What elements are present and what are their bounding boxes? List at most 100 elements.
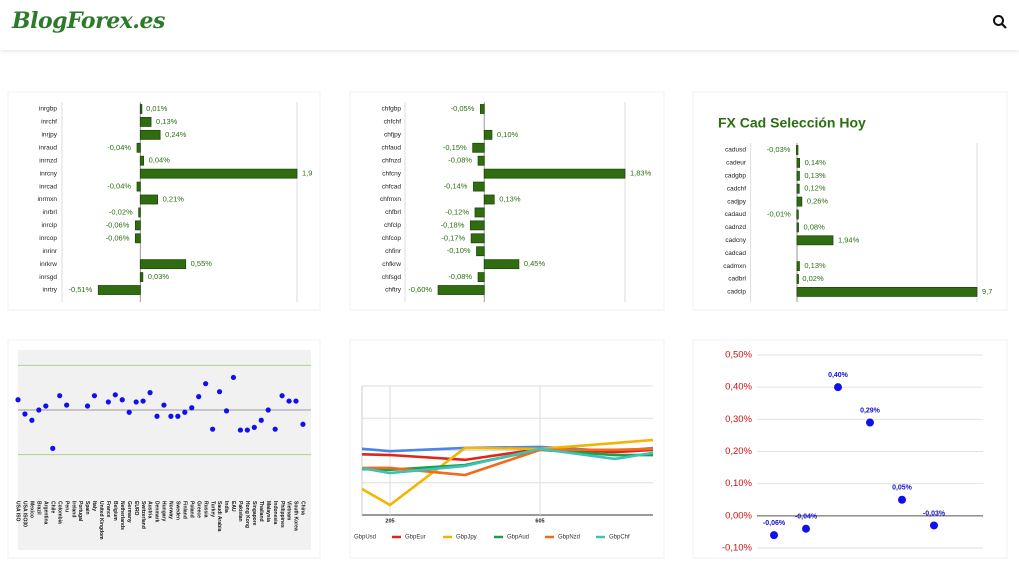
x-tick-label: Hong Kong — [244, 501, 250, 528]
x-tick-label: Ireland — [70, 501, 76, 517]
bar — [796, 286, 978, 297]
category-label: inrjpy — [41, 132, 57, 139]
bar — [796, 235, 834, 246]
value-label: 1,83% — [630, 169, 652, 178]
y-tick-label: 0,50% — [725, 350, 752, 361]
category-label: chfmxn — [380, 196, 401, 203]
legend-label: GbpNzd — [558, 535, 580, 541]
site-header: BlogForex.es — [0, 0, 1019, 50]
category-label: inrsgd — [39, 274, 57, 281]
x-tick-label: Sweden — [175, 501, 181, 520]
legend-label: GbpChf — [609, 535, 630, 541]
x-tick-label: United Kingdom — [98, 501, 104, 540]
value-label: -0,06% — [106, 220, 130, 229]
value-label: -0,12% — [445, 207, 469, 216]
x-tick-label: Brazil — [36, 501, 42, 515]
category-label: chfaud — [381, 145, 401, 152]
x-tick-label: Russia — [202, 501, 208, 518]
category-label: cadaud — [725, 211, 747, 218]
point — [22, 411, 28, 417]
chart-2: FX Cad Selección Hoy cadusd -0,03% cadeur 0,… — [718, 115, 992, 302]
point — [216, 389, 223, 395]
point — [168, 413, 174, 419]
x-tick-label: Turkey — [209, 501, 215, 517]
series-line — [362, 447, 653, 462]
value-label: -0,18% — [441, 220, 465, 229]
point — [119, 397, 125, 403]
x-tick-label: Spain — [84, 501, 90, 515]
value-label: 0,02% — [802, 274, 824, 283]
x-tick-label: Pakistan — [237, 501, 243, 522]
x-tick-label: Austria — [147, 501, 153, 518]
point — [105, 399, 111, 405]
x-tick-label: France — [105, 501, 111, 518]
value-label: 0,03% — [148, 272, 170, 281]
point — [84, 403, 91, 409]
category-label: inrgbp — [39, 106, 57, 113]
legend-label: GbpAud — [507, 535, 529, 541]
x-tick-label: Malaysia — [265, 501, 271, 522]
bar — [134, 220, 141, 231]
value-label: 0,13% — [804, 171, 826, 180]
bar — [473, 181, 485, 192]
x-tick-label: Greece — [195, 501, 201, 518]
category-label: cadbrl — [728, 276, 746, 283]
value-label: -0,15% — [443, 143, 467, 152]
value-label: 0,24% — [165, 130, 187, 139]
point — [251, 424, 257, 430]
category-label: chfcop — [382, 235, 402, 242]
category-label: inraud — [39, 145, 57, 152]
point — [196, 394, 202, 400]
x-tick-label: Finland — [181, 501, 187, 519]
bar — [483, 259, 520, 270]
chart-1: chfgbp -0,05% chfchf chfjpy 0,10% chfaud -0,15… — [380, 102, 652, 302]
bar — [483, 168, 626, 179]
bar — [796, 145, 799, 155]
category-label: cadeur — [726, 160, 747, 167]
category-label: chftry — [385, 287, 402, 294]
category-label: chfchf — [384, 119, 402, 126]
x-tick-label: Norway — [168, 501, 174, 519]
value-label: -0,03% — [767, 145, 791, 154]
value-label: -0,04% — [107, 182, 131, 191]
point — [112, 392, 118, 398]
point — [43, 403, 49, 409]
value-label: -0,17% — [441, 233, 465, 242]
category-label: chfgbp — [381, 106, 401, 113]
point — [237, 427, 243, 433]
category-label: inrkrw — [40, 261, 58, 268]
series-line — [362, 447, 653, 477]
point — [15, 397, 21, 403]
chart-3: USA ISO USA ISO30 Mexico Brazil Argentina Chi… — [15, 364, 311, 540]
bar — [139, 117, 152, 127]
category-label: chfsgd — [382, 274, 402, 281]
value-label: 0,21% — [163, 194, 185, 203]
search-icon[interactable] — [992, 14, 1008, 30]
point — [175, 413, 181, 419]
bar — [139, 104, 143, 114]
value-label: 0,10% — [497, 130, 519, 139]
bar — [474, 207, 485, 218]
logo[interactable]: BlogForex.es — [12, 8, 165, 34]
x-tick-label: Mexico — [29, 501, 35, 518]
category-label: cadnzd — [725, 224, 746, 231]
value-label: 0,12% — [804, 184, 826, 193]
y-tick-label: 0,40% — [725, 382, 752, 393]
point — [147, 390, 153, 396]
value-label: 0,13% — [499, 194, 521, 203]
value-label: -0,04% — [107, 143, 131, 152]
bar — [139, 155, 145, 166]
category-label: chfkrw — [382, 261, 401, 268]
category-label: inrcny — [40, 170, 58, 177]
x-tick-label: 205 — [385, 518, 394, 524]
point — [133, 399, 139, 405]
bar — [796, 209, 799, 220]
x-tick-label: Denmark — [154, 501, 160, 523]
value-label: 0,29% — [860, 407, 881, 414]
point — [898, 495, 906, 504]
y-tick-label: -0,10% — [722, 543, 753, 554]
value-label: -0,04% — [795, 514, 818, 521]
bar — [796, 170, 800, 181]
x-tick-label: Singapore — [251, 501, 257, 526]
